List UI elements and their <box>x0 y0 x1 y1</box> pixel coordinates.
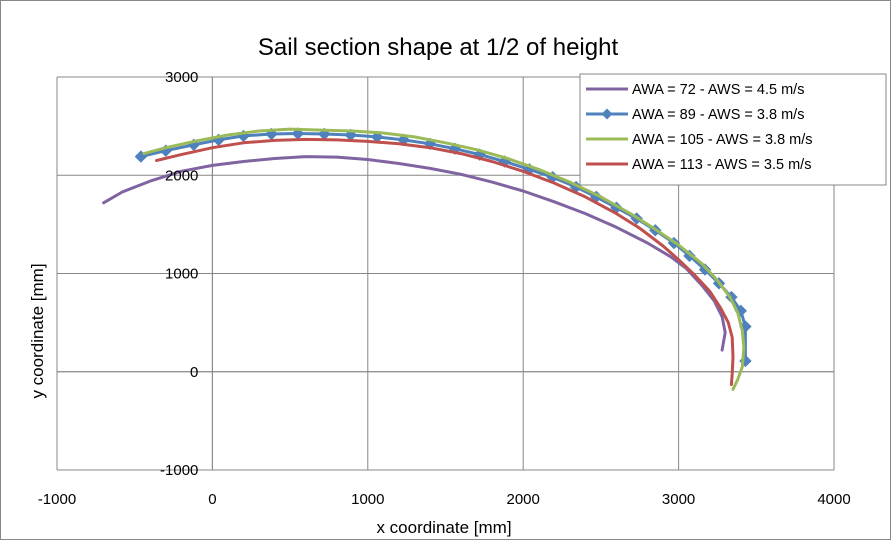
legend-item: AWA = 89 - AWS = 3.8 m/s <box>586 107 804 123</box>
x-tick-label: 3000 <box>662 491 695 508</box>
chart-title: Sail section shape at 1/2 of height <box>258 34 619 61</box>
y-tick-label: -1000 <box>160 462 198 479</box>
x-tick-label: 2000 <box>507 491 540 508</box>
y-tick-label: 0 <box>190 364 198 381</box>
x-tick-label: 0 <box>208 491 216 508</box>
series-3 <box>142 127 746 391</box>
x-axis-title: x coordinate [mm] <box>376 518 511 537</box>
legend: AWA = 72 - AWS = 4.5 m/s AWA = 89 - AWS =… <box>579 73 887 186</box>
legend-label: AWA = 105 - AWS = 3.8 m/s <box>632 132 813 148</box>
series-layer <box>102 127 752 391</box>
legend-item: AWA = 113 - AWS = 3.5 m/s <box>586 157 811 173</box>
legend-label: AWA = 113 - AWS = 3.5 m/s <box>632 157 811 173</box>
series-line <box>155 137 735 386</box>
tick-labels: -1000 0 1000 2000 3000 4000 -1000 0 1000 2000 3000 <box>38 69 851 508</box>
legend-label: AWA = 89 - AWS = 3.8 m/s <box>632 107 804 123</box>
legend-item: AWA = 72 - AWS = 4.5 m/s <box>586 82 804 98</box>
series-line <box>142 127 746 391</box>
y-tick-label: 2000 <box>165 167 198 184</box>
x-tick-label: 4000 <box>817 491 850 508</box>
y-axis-title: y coordinate [mm] <box>28 263 47 398</box>
y-tick-label: 3000 <box>165 69 198 86</box>
series-4 <box>155 137 735 386</box>
legend-marker <box>601 108 613 120</box>
x-tick-label: -1000 <box>38 491 76 508</box>
legend-item: AWA = 105 - AWS = 3.8 m/s <box>586 132 813 148</box>
series-line <box>102 155 727 352</box>
y-tick-label: 1000 <box>165 266 198 283</box>
series-1 <box>102 155 727 352</box>
legend-box <box>579 73 887 186</box>
data-point <box>698 263 712 276</box>
legend-label: AWA = 72 - AWS = 4.5 m/s <box>632 82 804 98</box>
x-tick-label: 1000 <box>351 491 384 508</box>
